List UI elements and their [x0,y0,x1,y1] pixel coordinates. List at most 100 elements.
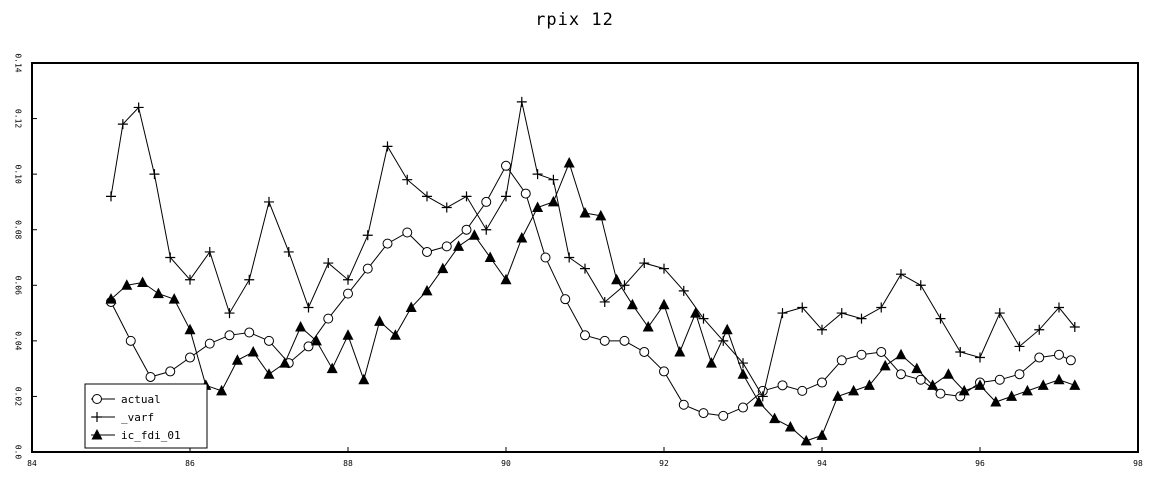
data-point [362,263,373,274]
data-point [343,288,353,299]
data-point [1069,379,1081,390]
data-point [279,357,291,368]
data-point [626,298,638,310]
data-point [915,280,926,291]
data-point [421,284,433,296]
legend-marker [92,412,102,422]
data-point [753,395,765,407]
y-tick-label: 0.10 [14,165,23,184]
data-point [958,384,970,396]
data-point [264,196,274,207]
y-tick-label: 0.02 [14,387,23,406]
data-point [580,263,590,274]
legend-label: _varf [121,411,154,424]
data-point [204,246,215,257]
data-point [121,279,133,290]
chart-title: rpix 12 [535,10,614,30]
data-point [185,274,195,285]
data-point [149,169,160,180]
data-point [659,366,669,377]
data-point [303,302,314,313]
data-point [204,338,215,349]
data-point [520,188,531,199]
data-point [216,384,228,396]
data-point [500,273,512,285]
data-point [777,308,788,319]
x-tick-label: 84 [27,459,37,468]
data-point [106,191,116,202]
x-tick-label: 96 [975,459,985,468]
data-point [797,302,808,313]
data-point [165,366,176,377]
legend-label: ic_fdi_01 [121,429,181,442]
data-point [895,348,907,360]
data-point [263,368,275,379]
data-point [540,252,551,263]
data-point [817,377,827,388]
legend: actual _varf ic_fdi_01 [84,383,208,449]
data-point [382,238,393,249]
data-point [856,349,867,360]
plot-frame [31,62,1139,453]
data-point [441,241,452,252]
y-tick-label: 0.0 [14,445,23,460]
data-point [896,369,906,380]
data-point [481,196,492,207]
series-varf [106,96,1080,402]
data-point [125,335,136,346]
x-tick-label: 86 [185,459,195,468]
data-point [817,324,827,335]
data-point [990,395,1002,407]
x-tick-label: 98 [1133,459,1143,468]
data-point [468,229,480,240]
data-point [1014,341,1025,352]
data-point [152,287,164,299]
data-point [674,345,686,357]
data-point [911,362,923,374]
data-point [836,308,847,319]
data-point [441,202,452,213]
data-point [326,362,338,374]
data-point [599,335,610,346]
data-point [737,368,749,379]
data-point [757,391,768,402]
data-point [295,320,307,332]
series-ic-fdi-01 [105,157,1081,446]
data-point [935,313,946,324]
data-point [599,296,610,307]
data-point [342,329,354,340]
data-point [595,209,607,221]
series-line [110,164,1072,417]
data-point [942,368,954,379]
data-point [832,390,844,401]
data-point [915,374,926,385]
data-point [1034,352,1045,363]
data-point [1034,324,1045,335]
data-point [484,251,496,262]
data-point [935,388,946,399]
data-point [784,420,796,432]
data-point [358,373,370,385]
data-point [389,329,401,340]
data-point [137,276,149,288]
y-tick-label: 0.04 [14,331,23,350]
data-point [264,335,274,346]
axes: 84 86 88 90 92 94 96 98 0.0 0.02 0.04 0.06 0.08 0.10 0… [14,53,1143,468]
data-point [532,201,544,212]
data-point [185,352,195,363]
data-point [994,374,1005,385]
data-point [658,298,670,310]
data-point [800,434,812,446]
data-point [816,429,828,440]
data-point [382,141,393,152]
data-point [1069,321,1080,332]
data-point [738,402,748,413]
data-point [639,346,650,357]
data-point [402,174,413,185]
data-point [738,358,748,369]
data-point [548,174,559,185]
series-line [110,101,1076,398]
data-point [863,379,875,390]
data-point [1006,390,1018,401]
